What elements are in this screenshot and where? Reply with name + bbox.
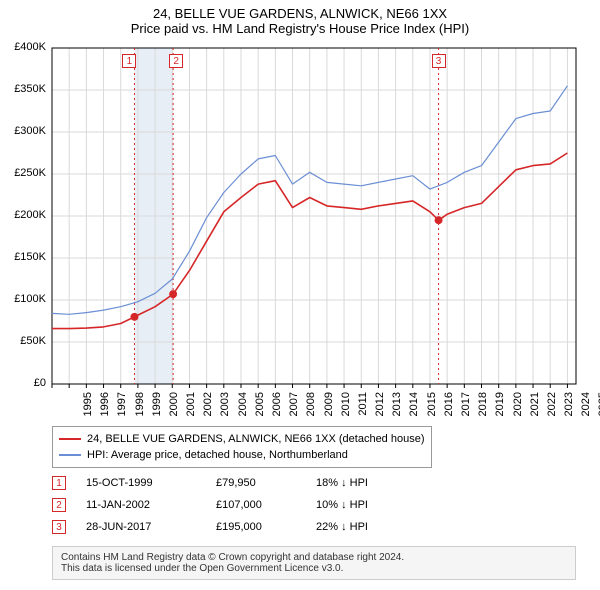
y-tick-label: £150K [0, 251, 46, 263]
x-tick-label: 2020 [512, 392, 524, 424]
x-tick-label: 2016 [443, 392, 455, 424]
event-date: 15-OCT-1999 [86, 477, 216, 489]
event-hpi-diff: 22% ↓ HPI [316, 521, 416, 533]
x-tick-label: 2005 [254, 392, 266, 424]
event-marker: 1 [52, 476, 66, 490]
event-hpi-diff: 10% ↓ HPI [316, 499, 416, 511]
x-tick-label: 2008 [305, 392, 317, 424]
event-price: £79,950 [216, 477, 316, 489]
y-tick-label: £250K [0, 167, 46, 179]
sale-event-row: 2 11-JAN-2002£107,00010% ↓ HPI [52, 494, 416, 516]
x-tick-label: 1996 [99, 392, 111, 424]
footer-line-1: Contains HM Land Registry data © Crown c… [61, 552, 567, 563]
event-marker: 2 [169, 54, 183, 68]
x-tick-label: 2007 [288, 392, 300, 424]
x-tick-label: 2004 [237, 392, 249, 424]
x-tick-label: 2022 [546, 392, 558, 424]
x-tick-label: 2018 [477, 392, 489, 424]
x-tick-label: 1998 [134, 392, 146, 424]
event-hpi-diff: 18% ↓ HPI [316, 477, 416, 489]
legend-item: 24, BELLE VUE GARDENS, ALNWICK, NE66 1XX… [59, 431, 425, 447]
x-tick-label: 2023 [563, 392, 575, 424]
y-tick-label: £300K [0, 125, 46, 137]
event-marker: 3 [52, 520, 66, 534]
x-tick-label: 2001 [185, 392, 197, 424]
x-tick-label: 2012 [374, 392, 386, 424]
x-tick-label: 2013 [391, 392, 403, 424]
x-tick-label: 2006 [271, 392, 283, 424]
footer-line-2: This data is licensed under the Open Gov… [61, 563, 567, 574]
event-date: 28-JUN-2017 [86, 521, 216, 533]
legend-label: 24, BELLE VUE GARDENS, ALNWICK, NE66 1XX… [87, 433, 425, 445]
legend-item: HPI: Average price, detached house, Nort… [59, 447, 425, 463]
x-tick-label: 2003 [219, 392, 231, 424]
x-tick-label: 2015 [426, 392, 438, 424]
x-tick-label: 2014 [408, 392, 420, 424]
event-price: £107,000 [216, 499, 316, 511]
y-tick-label: £100K [0, 293, 46, 305]
x-tick-label: 2019 [494, 392, 506, 424]
y-tick-label: £400K [0, 41, 46, 53]
sale-event-row: 3 28-JUN-2017£195,00022% ↓ HPI [52, 516, 416, 538]
price-chart [0, 0, 600, 388]
sales-events-table: 1 15-OCT-1999£79,95018% ↓ HPI 2 11-JAN-2002… [52, 472, 416, 538]
chart-container: 24, BELLE VUE GARDENS, ALNWICK, NE66 1XX… [0, 0, 600, 590]
y-tick-label: £200K [0, 209, 46, 221]
legend-label: HPI: Average price, detached house, Nort… [87, 449, 348, 461]
x-tick-label: 2011 [357, 392, 369, 424]
legend-swatch [59, 454, 81, 456]
y-tick-label: £350K [0, 83, 46, 95]
x-tick-label: 2017 [460, 392, 472, 424]
x-tick-label: 1997 [116, 392, 128, 424]
x-tick-label: 2002 [202, 392, 214, 424]
x-tick-label: 2009 [323, 392, 335, 424]
event-price: £195,000 [216, 521, 316, 533]
x-tick-label: 2024 [580, 392, 592, 424]
x-tick-label: 1995 [82, 392, 94, 424]
event-date: 11-JAN-2002 [86, 499, 216, 511]
y-tick-label: £0 [0, 377, 46, 389]
legend-swatch [59, 438, 81, 440]
x-tick-label: 2021 [529, 392, 541, 424]
y-tick-label: £50K [0, 335, 46, 347]
event-marker: 2 [52, 498, 66, 512]
x-tick-label: 1999 [151, 392, 163, 424]
sale-event-row: 1 15-OCT-1999£79,95018% ↓ HPI [52, 472, 416, 494]
event-marker: 1 [122, 54, 136, 68]
x-tick-label: 2010 [340, 392, 352, 424]
attribution-footer: Contains HM Land Registry data © Crown c… [52, 546, 576, 580]
x-tick-label: 2000 [168, 392, 180, 424]
event-marker: 3 [432, 54, 446, 68]
legend: 24, BELLE VUE GARDENS, ALNWICK, NE66 1XX… [52, 426, 432, 468]
